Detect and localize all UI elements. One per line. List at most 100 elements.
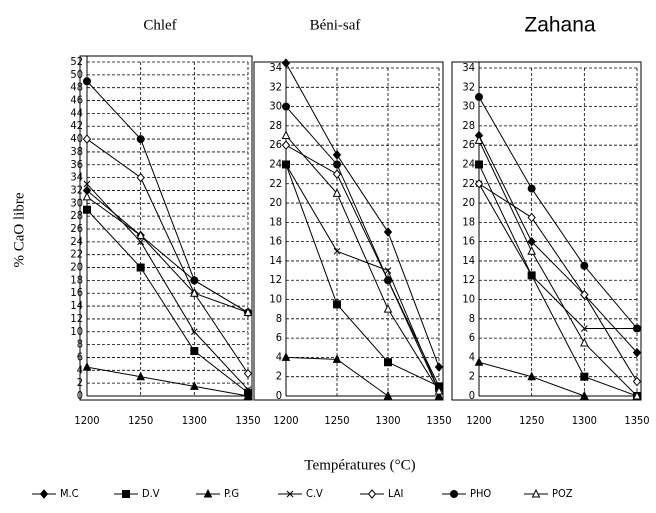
series-line <box>86 196 249 313</box>
series-line <box>86 183 249 390</box>
marker <box>384 358 392 367</box>
marker <box>190 347 199 356</box>
marker <box>243 307 253 316</box>
marker <box>333 247 341 255</box>
legend-label: M.C <box>60 487 79 500</box>
marker <box>528 272 536 279</box>
x-tick-label: 1250 <box>324 414 349 427</box>
y-tick-label: 30 <box>462 100 475 113</box>
panel-title: Zahana <box>524 14 596 37</box>
marker <box>190 328 198 336</box>
marker <box>527 371 536 381</box>
y-tick-label: 4 <box>469 350 475 363</box>
y-tick-label: 48 <box>70 81 83 94</box>
y-tick-label: 38 <box>70 145 83 158</box>
marker <box>243 368 253 379</box>
series-line <box>285 164 440 392</box>
y-tick-label: 16 <box>70 286 83 299</box>
series-line <box>478 361 637 397</box>
y-tick-label: 18 <box>70 273 83 286</box>
x-tick-label: 1350 <box>624 414 649 427</box>
y-tick-label: 52 <box>70 55 83 68</box>
marker <box>282 161 290 168</box>
marker <box>580 337 589 347</box>
x-tick-label: 1300 <box>182 414 207 427</box>
y-tick-label: 32 <box>70 183 83 196</box>
marker <box>281 58 291 68</box>
marker <box>580 325 588 332</box>
series-line <box>86 138 249 374</box>
series-line <box>478 183 638 382</box>
marker <box>632 390 642 400</box>
y-tick-label: 22 <box>462 177 475 190</box>
y-tick-label: 12 <box>70 312 83 325</box>
marker <box>82 191 92 201</box>
y-tick-label: 34 <box>269 61 282 74</box>
marker <box>244 386 252 393</box>
marker <box>474 179 484 189</box>
y-tick-label: 14 <box>462 254 475 267</box>
y-tick-label: 46 <box>70 94 83 107</box>
marker <box>281 352 291 361</box>
marker <box>136 172 145 183</box>
marker <box>243 390 253 400</box>
y-tick-label: 6 <box>276 331 282 344</box>
y-tick-label: 0 <box>77 389 83 402</box>
panel-title: Chlef <box>143 17 176 33</box>
y-tick-label: 24 <box>70 235 83 248</box>
legend-label: C.V <box>306 487 323 500</box>
series-line <box>478 164 638 397</box>
marker <box>332 188 342 197</box>
y-tick-label: 20 <box>70 261 83 274</box>
y-tick-label: 8 <box>469 312 475 325</box>
y-tick-label: 50 <box>70 68 83 81</box>
marker <box>281 130 291 140</box>
y-tick-label: 12 <box>269 273 282 286</box>
series-line <box>285 144 440 392</box>
series-line <box>285 356 439 397</box>
marker <box>383 227 393 237</box>
y-tick-label: 2 <box>77 376 83 389</box>
marker <box>475 160 483 169</box>
marker <box>580 372 589 381</box>
x-tick-label: 1200 <box>74 414 99 427</box>
y-tick-label: 16 <box>462 235 475 248</box>
marker <box>136 371 145 381</box>
marker <box>383 304 393 313</box>
y-tick-label: 8 <box>276 312 282 325</box>
x-tick-label: 1200 <box>466 414 491 427</box>
marker <box>332 169 342 179</box>
marker <box>527 184 536 193</box>
y-tick-label: 20 <box>462 196 475 209</box>
series-line <box>478 96 638 329</box>
series-line <box>478 135 638 353</box>
marker <box>333 160 341 169</box>
y-tick-label: 42 <box>70 119 83 132</box>
marker <box>282 102 290 111</box>
x-tick-label: 1300 <box>572 414 597 427</box>
panel-frame <box>253 61 444 401</box>
legend-label: P.G <box>224 487 239 500</box>
y-tick-label: 34 <box>462 61 475 74</box>
y-tick-label: 28 <box>269 119 282 132</box>
x-tick-label: 1250 <box>519 414 544 427</box>
y-tick-label: 26 <box>70 222 83 235</box>
marker <box>527 236 536 247</box>
legend-label: POZ <box>552 487 573 500</box>
y-tick-label: 22 <box>269 177 282 190</box>
marker <box>527 246 536 255</box>
y-tick-label: 32 <box>269 80 282 93</box>
y-tick-label: 32 <box>462 80 475 93</box>
panel-frame <box>451 61 642 401</box>
y-tick-label: 16 <box>269 235 282 248</box>
marker <box>82 134 92 144</box>
marker <box>632 347 642 358</box>
legend-label: LAI <box>388 487 403 500</box>
marker <box>332 150 342 160</box>
x-tick-label: 1200 <box>273 414 298 427</box>
y-tick-label: 10 <box>269 293 282 306</box>
x-axis-label: Températures (°C) <box>304 457 415 473</box>
legend-label: PHO <box>470 487 491 500</box>
marker <box>475 92 483 101</box>
marker <box>136 263 145 272</box>
